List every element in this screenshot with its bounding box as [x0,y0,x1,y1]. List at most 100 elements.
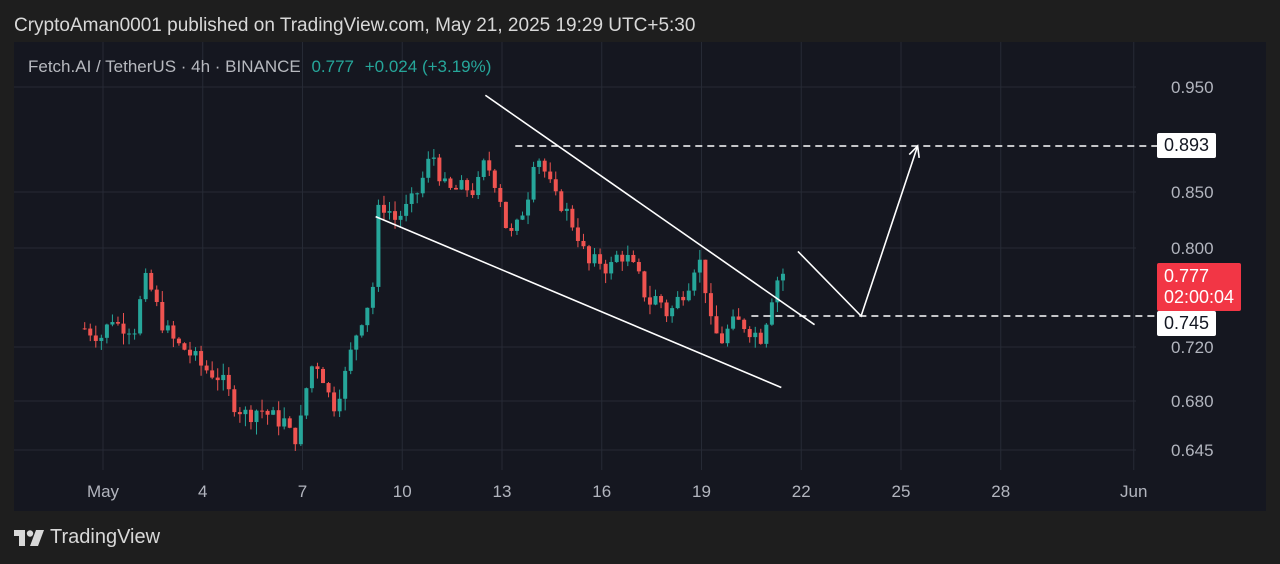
candle-body [293,427,298,445]
candle-body [514,219,519,231]
candle-body [115,322,120,324]
candle-body [171,325,176,339]
price-chart[interactable]: 0.950 0.850 0.800 0.720 0.680 0.645 May 4 7 10 13 1… [14,42,1266,511]
candle-body [226,374,231,390]
candle-body [243,409,248,415]
candle-body [775,280,780,303]
candle-body [304,388,309,416]
symbol-change: +0.024 (+3.19%) [364,57,492,76]
publish-info: CryptoAman0001 published on TradingView.… [14,15,696,36]
candle-body [675,296,680,309]
candle-body [426,158,431,178]
candle-body [359,325,364,336]
x-tick-label: 7 [298,482,307,501]
x-tick-label: 28 [991,482,1010,501]
candle-body [160,301,165,331]
candle-body [415,193,420,195]
y-tick-label: 0.720 [1171,338,1214,357]
candle-body [282,418,287,427]
x-tick-label: May [87,482,120,501]
footer-brand[interactable]: TradingView [14,526,160,549]
x-tick-label: 25 [892,482,911,501]
tradingview-logo-icon [14,529,44,546]
candle-body [492,170,497,188]
candle-body [387,211,392,213]
candle-body [686,290,691,301]
candle-body [348,349,353,371]
candle-body [614,254,619,263]
candle-body [182,343,187,350]
price-tag-resistance: 0.893 [1157,133,1217,158]
y-tick-label: 0.950 [1171,78,1214,97]
candle-body [736,316,741,320]
candle-body [697,259,702,273]
symbol-name: Fetch.AI / TetherUS · 4h · BINANCE [28,57,301,76]
x-tick-label: 19 [692,482,711,501]
projection-arrowhead [908,144,920,159]
candle-body [204,365,209,371]
candle-body [271,410,276,415]
candle-body [537,160,542,167]
candle-body [758,332,763,344]
x-tick-label: Jun [1120,482,1147,501]
last-price-value: 0.777 [1164,266,1210,286]
candle-body [548,171,553,180]
candle-body [121,323,126,334]
y-tick-label: 0.645 [1171,441,1214,460]
candle-body [764,324,769,344]
chart-panel[interactable]: 0.950 0.850 0.800 0.720 0.680 0.645 May 4 7 10 13 1… [14,42,1266,511]
candle-body [720,333,725,344]
candle-body [465,180,470,191]
candle-body [459,180,464,190]
candle-body [138,299,143,334]
candle-body [575,227,580,241]
candle-body [287,418,292,428]
candle-body [149,272,154,290]
candle-body [315,366,320,369]
candle-body [448,178,453,188]
candle-body [681,296,686,301]
candle-body [703,259,708,294]
candle-body [165,325,170,331]
candle-body [598,254,603,264]
candle-body [82,328,87,330]
candle-body [714,316,719,334]
candle-body [332,392,337,412]
candle-body [337,398,342,412]
candle-body [398,215,403,220]
candle-body [731,316,736,329]
candle-body [742,319,747,330]
x-tick-label: 16 [592,482,611,501]
candle-body [542,160,547,172]
candle-body [470,190,475,196]
candle-body [93,335,98,341]
candle-body [725,328,730,344]
candle-body [476,176,481,196]
candle-body [354,335,359,350]
candle-body [365,307,370,326]
candle-body [526,199,531,216]
candle-body [780,273,785,281]
candle-body [199,351,204,366]
candle-body [498,187,503,202]
candle-body [708,293,713,317]
candle-body [88,328,93,336]
candle-body [110,322,115,325]
candle-body [564,208,569,211]
candle-body [154,289,159,302]
candle-body [370,286,375,308]
y-tick-label: 0.680 [1171,392,1214,411]
projection-path [797,145,919,318]
candle-body [127,333,132,335]
symbol-price: 0.777 [311,57,355,76]
candle-body [176,338,181,344]
candle-body [260,410,265,412]
candle-body [99,337,104,341]
wedge-trendline [375,215,782,389]
candle-body [381,204,386,213]
candle-body [631,254,636,263]
candle-body [625,254,630,262]
candle-body [276,410,281,427]
candle-body [581,240,586,247]
candle-body [609,262,614,274]
